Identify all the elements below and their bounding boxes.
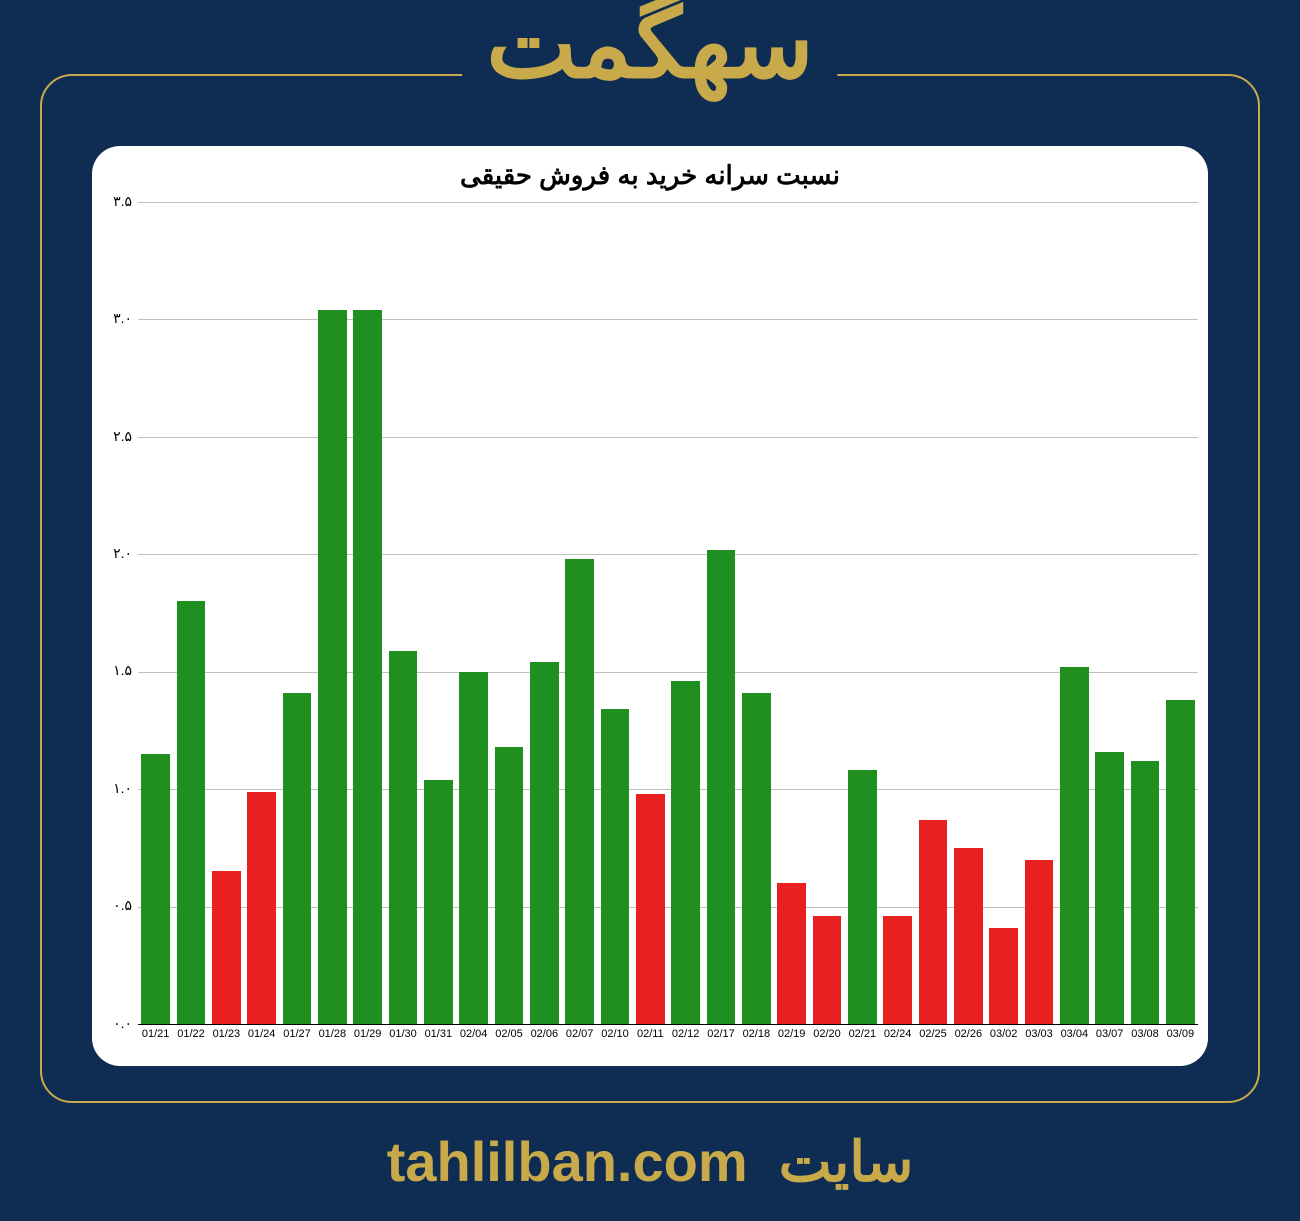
footer: سایت tahlilban.com — [0, 1129, 1300, 1195]
bar — [919, 820, 948, 1024]
bar — [742, 693, 771, 1024]
bar — [989, 928, 1018, 1024]
gridline — [138, 437, 1198, 438]
chart-card: نسبت سرانه خرید به فروش حقیقی ۰.۰ ۰.۵ ۱.۰ ۱… — [92, 146, 1208, 1066]
plot-area: ۰.۰۰.۵۱.۰۱.۵۲.۰۲.۵۳.۰۳.۵01/2101/2201/230… — [138, 202, 1198, 1040]
x-tick-label: 02/24 — [884, 1028, 912, 1040]
bar — [1131, 761, 1160, 1024]
x-tick-label: 02/05 — [495, 1028, 523, 1040]
bar — [353, 310, 382, 1024]
x-tick-label: 02/12 — [672, 1028, 700, 1040]
y-tick-label: ۰.۰ — [113, 1015, 132, 1032]
gridline — [138, 202, 1198, 203]
bar — [247, 792, 276, 1025]
gridline — [138, 319, 1198, 320]
y-tick-label: ۳.۵ — [113, 193, 132, 210]
x-tick-label: 02/20 — [813, 1028, 841, 1040]
gridline — [138, 554, 1198, 555]
bar — [459, 672, 488, 1024]
bar — [848, 770, 877, 1024]
bar — [1025, 860, 1054, 1024]
bar — [601, 709, 630, 1024]
x-tick-label: 01/30 — [389, 1028, 417, 1040]
x-tick-label: 03/02 — [990, 1028, 1018, 1040]
x-tick-label: 01/29 — [354, 1028, 382, 1040]
x-tick-label: 03/03 — [1025, 1028, 1053, 1040]
x-tick-label: 02/19 — [778, 1028, 806, 1040]
footer-prefix: سایت — [779, 1129, 914, 1195]
x-tick-label: 01/22 — [177, 1028, 205, 1040]
y-tick-label: ۲.۵ — [113, 428, 132, 445]
bar — [530, 662, 559, 1024]
x-tick-label: 02/21 — [849, 1028, 877, 1040]
x-tick-label: 03/08 — [1131, 1028, 1159, 1040]
y-tick-label: ۱.۰ — [113, 780, 132, 797]
bar — [883, 916, 912, 1024]
bar — [565, 559, 594, 1024]
x-tick-label: 02/18 — [743, 1028, 771, 1040]
y-tick-label: ۰.۵ — [113, 897, 132, 914]
bar — [177, 601, 206, 1024]
y-tick-label: ۱.۵ — [113, 662, 132, 679]
bar — [636, 794, 665, 1024]
bar — [1095, 752, 1124, 1024]
y-tick-label: ۲.۰ — [113, 545, 132, 562]
bar — [212, 871, 241, 1024]
x-tick-label: 02/07 — [566, 1028, 594, 1040]
footer-link[interactable]: tahlilban.com — [387, 1129, 748, 1194]
bar — [1060, 667, 1089, 1024]
bar — [813, 916, 842, 1024]
x-tick-label: 03/04 — [1061, 1028, 1089, 1040]
bar — [389, 651, 418, 1024]
bar — [141, 754, 170, 1024]
y-tick-label: ۳.۰ — [113, 310, 132, 327]
bar — [671, 681, 700, 1024]
x-tick-label: 02/26 — [955, 1028, 983, 1040]
header-title: سهگمت — [462, 0, 837, 100]
x-tick-label: 02/04 — [460, 1028, 488, 1040]
x-tick-label: 03/09 — [1167, 1028, 1195, 1040]
bar — [707, 550, 736, 1024]
bar — [424, 780, 453, 1024]
x-tick-label: 01/21 — [142, 1028, 170, 1040]
x-tick-label: 01/31 — [425, 1028, 453, 1040]
x-tick-label: 02/17 — [707, 1028, 735, 1040]
x-tick-label: 01/27 — [283, 1028, 311, 1040]
gridline — [138, 1024, 1198, 1025]
bar — [1166, 700, 1195, 1024]
bar — [954, 848, 983, 1024]
x-tick-label: 01/23 — [213, 1028, 241, 1040]
bar — [495, 747, 524, 1024]
canvas: سهگمت نسبت سرانه خرید به فروش حقیقی ۰.۰ ۰… — [0, 0, 1300, 1221]
chart-title: نسبت سرانه خرید به فروش حقیقی — [92, 160, 1208, 191]
bar — [318, 310, 347, 1024]
x-tick-label: 03/07 — [1096, 1028, 1124, 1040]
bar — [283, 693, 312, 1024]
bar — [777, 883, 806, 1024]
x-tick-label: 02/10 — [601, 1028, 629, 1040]
x-tick-label: 02/11 — [637, 1028, 664, 1040]
gridline — [138, 672, 1198, 673]
x-tick-label: 02/25 — [919, 1028, 947, 1040]
x-tick-label: 02/06 — [531, 1028, 559, 1040]
x-tick-label: 01/24 — [248, 1028, 276, 1040]
x-tick-label: 01/28 — [319, 1028, 347, 1040]
